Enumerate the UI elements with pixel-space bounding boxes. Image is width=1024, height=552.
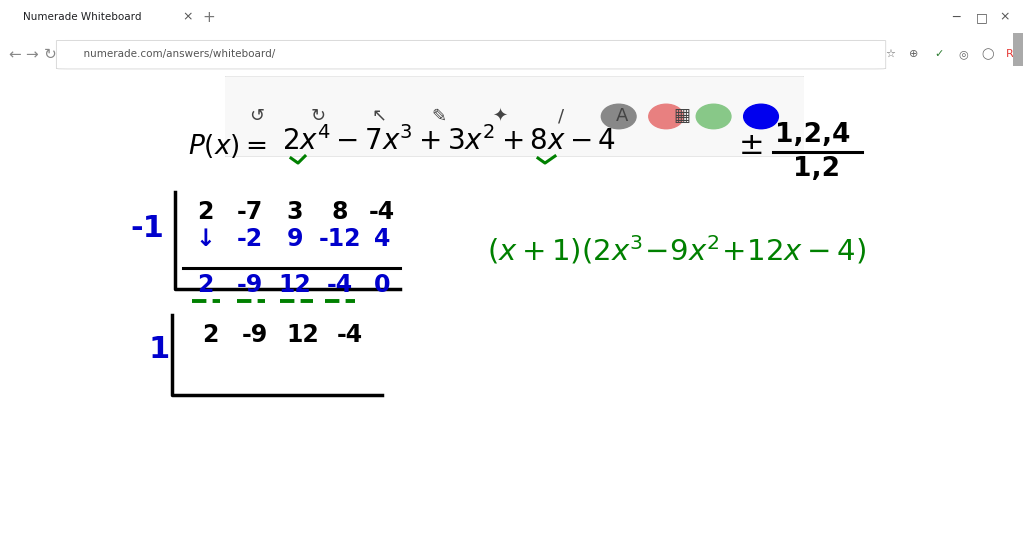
Text: 9: 9 [287, 227, 303, 251]
Text: 1: 1 [148, 335, 169, 364]
Text: A: A [615, 108, 628, 125]
Text: -9: -9 [242, 323, 268, 347]
Text: R: R [1006, 49, 1014, 59]
Text: ×: × [182, 10, 193, 24]
Text: ◎: ◎ [958, 49, 969, 59]
Text: -12: -12 [318, 227, 361, 251]
Bar [1013, 33, 1023, 66]
Text: 2: 2 [202, 323, 218, 347]
Circle shape [601, 104, 636, 129]
Text: 1,2,4: 1,2,4 [775, 122, 850, 148]
Text: ↻: ↻ [310, 108, 326, 125]
Text: 0: 0 [374, 273, 390, 298]
FancyBboxPatch shape [0, 3, 200, 33]
Text: □: □ [976, 10, 987, 24]
Circle shape [696, 104, 731, 129]
Text: ✦: ✦ [493, 108, 508, 125]
Text: 3: 3 [287, 200, 303, 224]
Circle shape [649, 104, 683, 129]
Text: ↖: ↖ [371, 108, 386, 125]
Text: ─: ─ [952, 10, 959, 24]
Text: +: + [203, 10, 215, 25]
Text: 1,2: 1,2 [793, 156, 840, 182]
Text: ✓: ✓ [934, 49, 943, 59]
Text: Numerade Whiteboard: Numerade Whiteboard [23, 12, 141, 22]
Text: ⊕: ⊕ [909, 49, 919, 59]
Text: $P(x)=$: $P(x)=$ [188, 132, 266, 160]
Text: 12: 12 [279, 273, 311, 298]
Text: 2: 2 [197, 273, 213, 298]
Text: ↻: ↻ [44, 47, 56, 62]
Text: -9: -9 [237, 273, 263, 298]
Text: -4: -4 [337, 323, 364, 347]
Text: ☆: ☆ [886, 49, 896, 59]
Text: ◯: ◯ [981, 48, 993, 60]
Text: -7: -7 [237, 200, 263, 224]
Text: 2: 2 [197, 200, 213, 224]
Text: ×: × [999, 10, 1010, 24]
Text: -4: -4 [327, 273, 353, 298]
Text: 4: 4 [374, 227, 390, 251]
Text: -2: -2 [237, 227, 263, 251]
Text: $2x^4 - 7x^3 + 3x^2 + 8x - 4$: $2x^4 - 7x^3 + 3x^2 + 8x - 4$ [282, 126, 616, 156]
Text: ↺: ↺ [250, 108, 264, 125]
Text: ✎: ✎ [432, 108, 446, 125]
Text: 8: 8 [332, 200, 348, 224]
Text: numerade.com/answers/whiteboard/: numerade.com/answers/whiteboard/ [77, 49, 275, 59]
Text: 12: 12 [287, 323, 319, 347]
Text: $\pm$: $\pm$ [738, 131, 763, 160]
Text: /: / [558, 108, 564, 125]
Text: ←: ← [8, 47, 20, 62]
Text: -4: -4 [369, 200, 395, 224]
Text: $(x+1)(2x^3\!-\!9x^2\!+\!12x-4)$: $(x+1)(2x^3\!-\!9x^2\!+\!12x-4)$ [487, 233, 866, 267]
Text: →: → [26, 47, 38, 62]
Text: ▦: ▦ [674, 108, 691, 125]
Text: -1: -1 [130, 214, 164, 243]
Text: ↓: ↓ [196, 227, 215, 251]
Circle shape [743, 104, 778, 129]
FancyBboxPatch shape [223, 76, 806, 157]
FancyBboxPatch shape [56, 40, 886, 69]
